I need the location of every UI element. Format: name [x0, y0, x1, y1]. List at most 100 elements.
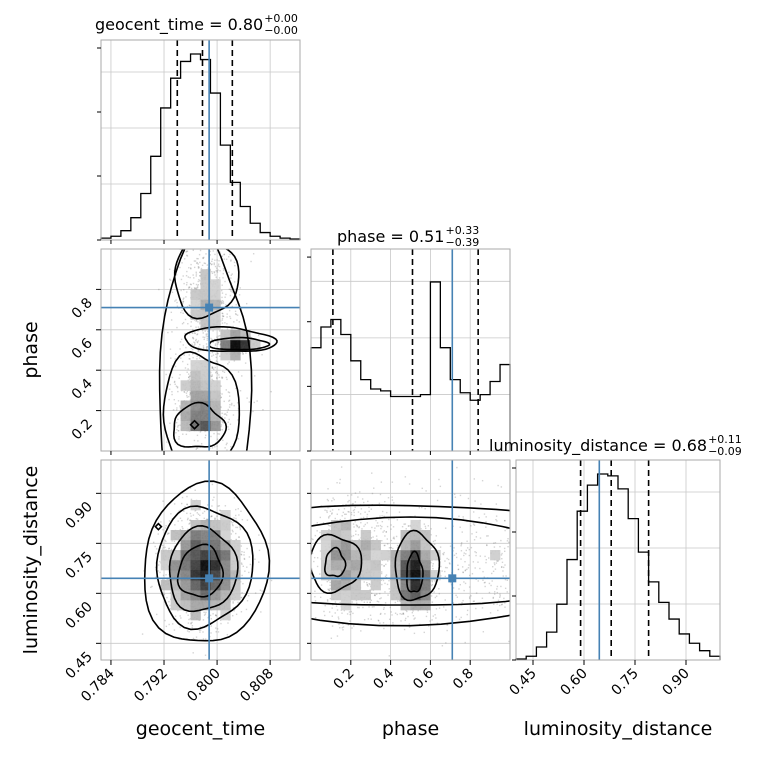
sample-point — [186, 528, 189, 531]
sample-point — [190, 268, 192, 270]
sample-point — [194, 510, 196, 512]
sample-point — [221, 299, 224, 302]
sample-point — [214, 518, 216, 520]
sample-point — [188, 286, 190, 288]
sample-point — [226, 313, 228, 315]
sample-point — [184, 318, 187, 321]
sample-point — [205, 626, 207, 628]
sample-point — [217, 335, 220, 337]
sample-point — [205, 333, 207, 336]
sample-point — [214, 265, 217, 268]
density-cell — [180, 540, 191, 551]
sample-point — [238, 514, 240, 516]
sample-point — [339, 518, 341, 521]
sample-point — [165, 373, 167, 376]
sample-point — [207, 616, 209, 619]
density-cell — [200, 520, 211, 531]
sample-point — [183, 510, 185, 512]
sample-point — [187, 323, 189, 325]
sample-point — [195, 275, 197, 277]
truth-marker — [205, 574, 214, 583]
sample-point — [235, 387, 237, 390]
sample-point — [169, 383, 172, 386]
sample-point — [227, 408, 229, 411]
sample-point — [141, 633, 144, 635]
sample-point — [195, 636, 198, 638]
sample-point — [171, 365, 174, 367]
sample-point — [367, 500, 369, 503]
sample-point — [166, 578, 168, 581]
sample-point — [179, 509, 181, 512]
sample-point — [221, 376, 223, 378]
sample-point — [396, 546, 399, 549]
density-cell — [190, 560, 201, 571]
sample-point — [218, 330, 221, 332]
sample-point — [182, 298, 184, 300]
sample-point — [197, 326, 200, 328]
sample-point — [223, 253, 226, 256]
sample-point — [224, 447, 226, 449]
sample-point — [216, 336, 218, 338]
density-cell — [160, 550, 171, 561]
sample-point — [232, 607, 235, 609]
sample-point — [185, 284, 188, 286]
density-cell — [200, 540, 211, 551]
sample-point — [214, 614, 217, 616]
sample-point — [185, 433, 188, 436]
contour-line — [162, 350, 241, 451]
sample-point — [247, 595, 250, 597]
histogram-phase — [310, 281, 511, 451]
sample-point — [166, 533, 169, 535]
sample-point — [220, 396, 222, 399]
sample-point — [169, 608, 172, 610]
sample-point — [188, 376, 190, 379]
sample-point — [159, 571, 161, 574]
sample-point — [204, 359, 207, 361]
sample-point — [192, 337, 194, 339]
sample-point — [235, 519, 238, 522]
contour-line — [158, 249, 253, 451]
sample-point — [210, 435, 212, 438]
sample-point — [226, 442, 228, 444]
sample-point — [188, 332, 191, 335]
sample-point — [227, 391, 230, 393]
sample-point — [258, 561, 260, 563]
sample-point — [210, 625, 212, 627]
sample-point — [257, 334, 260, 337]
sample-point — [227, 363, 229, 365]
sample-point — [216, 267, 218, 269]
sample-point — [168, 388, 171, 390]
sample-point — [231, 523, 234, 526]
sample-point — [179, 406, 182, 409]
sample-point — [230, 260, 232, 262]
sample-point — [210, 263, 213, 266]
sample-point — [374, 527, 376, 529]
density-cell — [180, 410, 191, 421]
sample-point — [225, 293, 227, 296]
sample-point — [202, 619, 205, 621]
sample-point — [391, 499, 394, 501]
sample-point — [370, 599, 373, 602]
density-cell — [200, 360, 211, 371]
sample-point — [176, 263, 179, 266]
sample-point — [190, 347, 193, 350]
sample-point — [240, 553, 242, 556]
density-cell — [210, 289, 221, 300]
density-cell — [210, 390, 221, 401]
sample-point — [167, 532, 169, 534]
contour-line — [143, 480, 271, 642]
sample-point — [174, 300, 176, 302]
sample-point — [177, 390, 179, 393]
sample-point — [234, 313, 237, 315]
sample-point — [214, 446, 216, 448]
sample-point — [186, 254, 188, 257]
density-cell — [180, 580, 191, 591]
sample-point — [202, 257, 204, 260]
sample-point — [203, 614, 206, 616]
sample-point — [173, 381, 176, 384]
sample-point — [157, 564, 160, 566]
sample-point — [198, 278, 200, 281]
sample-point — [258, 534, 260, 536]
sample-point — [217, 343, 219, 345]
sample-point — [232, 414, 235, 416]
